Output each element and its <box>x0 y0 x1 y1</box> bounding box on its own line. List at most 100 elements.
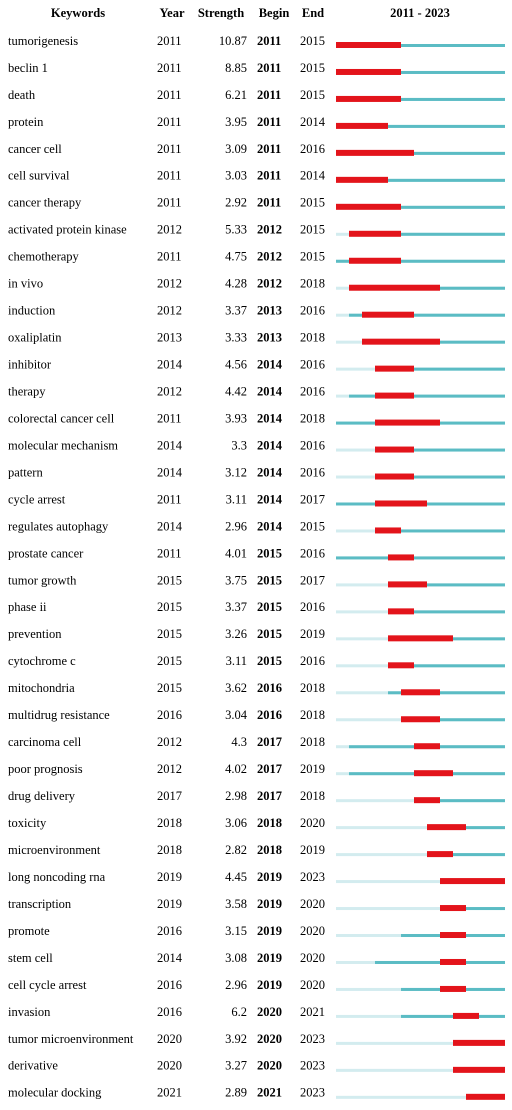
year: 2011 <box>157 492 182 506</box>
burst-bar <box>440 985 466 992</box>
end: 2016 <box>300 438 325 452</box>
end: 2023 <box>300 1059 325 1073</box>
strength: 3.95 <box>225 115 247 129</box>
year: 2011 <box>157 196 182 210</box>
keyword: oxaliplatin <box>8 331 62 345</box>
year: 2014 <box>157 358 183 372</box>
year: 2015 <box>157 627 182 641</box>
present-span <box>349 232 505 236</box>
begin: 2011 <box>257 169 281 183</box>
begin: 2020 <box>257 1005 282 1019</box>
year: 2015 <box>157 681 182 695</box>
year: 2016 <box>157 1005 182 1019</box>
burst-bar <box>336 68 401 75</box>
keyword: tumor growth <box>8 573 77 587</box>
strength: 3.93 <box>225 411 247 425</box>
burst-bar <box>388 581 427 588</box>
keyword: invasion <box>8 1005 51 1019</box>
burst-bar <box>388 608 414 615</box>
end: 2020 <box>300 924 325 938</box>
keyword: prostate cancer <box>8 546 84 560</box>
end: 2015 <box>300 34 325 48</box>
end: 2015 <box>300 519 325 533</box>
end: 2019 <box>300 843 325 857</box>
year: 2018 <box>157 843 182 857</box>
keyword: cycle arrest <box>8 492 66 506</box>
keyword: multidrug resistance <box>8 708 110 722</box>
keyword: in vivo <box>8 277 43 291</box>
burst-bar <box>401 716 440 723</box>
begin: 2011 <box>257 115 281 129</box>
strength: 4.02 <box>225 762 247 776</box>
strength: 3.92 <box>225 1032 247 1046</box>
year: 2012 <box>157 304 182 318</box>
year: 2013 <box>157 331 182 345</box>
strength: 5.33 <box>225 223 247 237</box>
begin: 2014 <box>257 358 283 372</box>
keyword: molecular mechanism <box>8 438 118 452</box>
end: 2014 <box>300 169 326 183</box>
burst-bar <box>440 878 505 885</box>
begin: 2011 <box>257 34 281 48</box>
present-span <box>336 259 505 263</box>
begin: 2011 <box>257 196 281 210</box>
keyword: molecular docking <box>8 1086 102 1100</box>
end: 2020 <box>300 897 325 911</box>
timeline-base <box>336 880 505 884</box>
keyword: poor prognosis <box>8 762 83 776</box>
end: 2023 <box>300 1032 325 1046</box>
begin: 2016 <box>257 708 282 722</box>
keyword: stem cell <box>8 951 53 965</box>
keyword: cell cycle arrest <box>8 978 87 992</box>
year: 2011 <box>157 169 182 183</box>
end: 2015 <box>300 250 325 264</box>
keyword: cancer therapy <box>8 196 82 210</box>
strength: 2.96 <box>225 519 247 533</box>
year: 2011 <box>157 34 182 48</box>
begin: 2012 <box>257 223 282 237</box>
end: 2017 <box>300 573 325 587</box>
present-span <box>414 799 505 803</box>
strength: 3.75 <box>225 573 247 587</box>
year: 2012 <box>157 223 182 237</box>
present-span <box>336 124 505 128</box>
year: 2015 <box>157 654 182 668</box>
present-span <box>336 70 505 74</box>
year: 2012 <box>157 735 182 749</box>
begin: 2012 <box>257 277 282 291</box>
keyword: colorectal cancer cell <box>8 411 115 425</box>
present-span <box>388 691 505 695</box>
strength: 3.08 <box>225 951 247 965</box>
timeline-base <box>336 1068 505 1072</box>
present-span <box>427 853 505 857</box>
present-span <box>336 44 505 47</box>
begin: 2017 <box>257 762 282 776</box>
end: 2016 <box>300 358 325 372</box>
begin: 2012 <box>257 250 282 264</box>
strength: 4.75 <box>225 250 247 264</box>
end: 2016 <box>300 304 325 318</box>
timeline-base <box>336 826 505 830</box>
header-strength: Strength <box>198 6 244 20</box>
burst-bar <box>466 1093 505 1100</box>
burst-bar <box>453 1012 479 1019</box>
strength: 3.3 <box>231 438 247 452</box>
begin: 2015 <box>257 627 282 641</box>
strength: 2.98 <box>225 789 247 803</box>
year: 2011 <box>157 142 182 156</box>
burst-bar <box>414 743 440 750</box>
strength: 2.92 <box>225 196 247 210</box>
keyword: mitochondria <box>8 681 75 695</box>
end: 2015 <box>300 88 325 102</box>
burst-bar <box>375 365 414 372</box>
begin: 2011 <box>257 61 281 75</box>
keyword: inhibitor <box>8 358 52 372</box>
year: 2014 <box>157 438 183 452</box>
end: 2018 <box>300 681 325 695</box>
burst-bar <box>375 392 414 399</box>
begin: 2014 <box>257 384 283 398</box>
year: 2012 <box>157 762 182 776</box>
begin: 2018 <box>257 843 282 857</box>
strength: 4.3 <box>231 735 247 749</box>
